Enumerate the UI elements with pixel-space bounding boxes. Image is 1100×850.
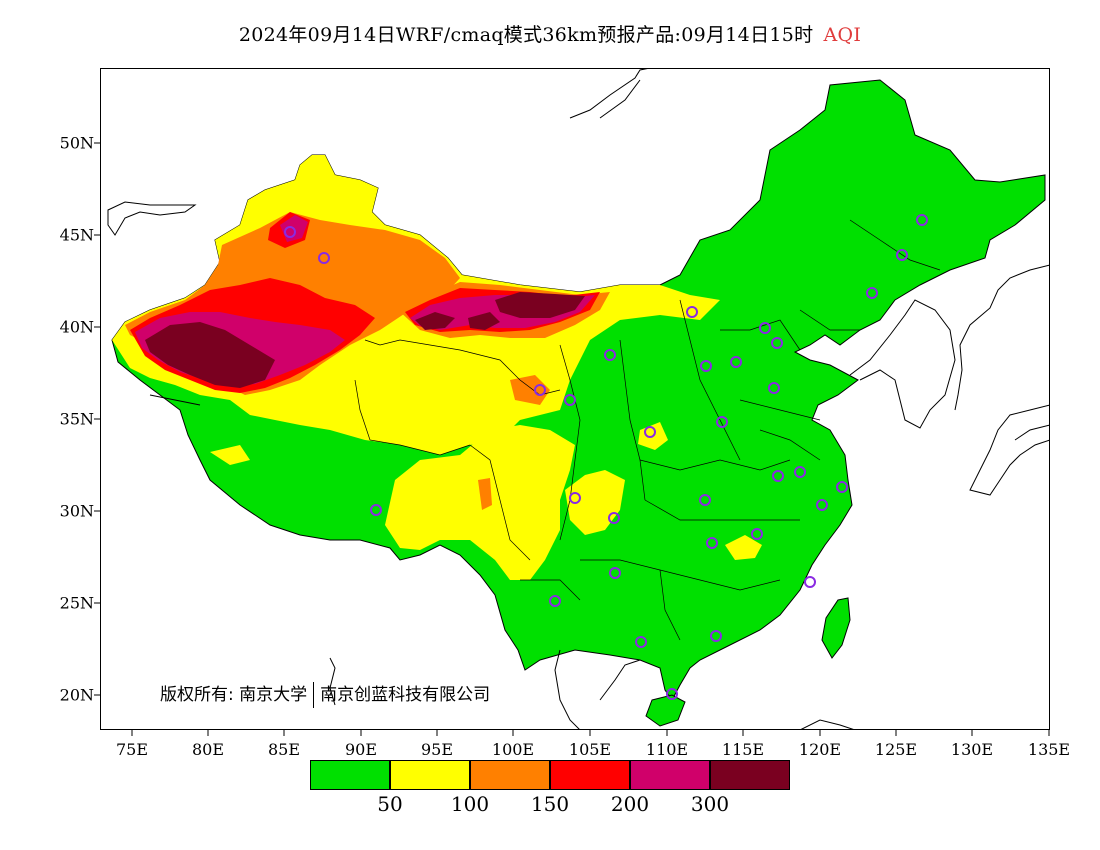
province-boundaries xyxy=(354,219,941,641)
station-circle-icon xyxy=(751,528,763,540)
station-circle-icon xyxy=(686,306,698,318)
lon-tick-label: 130E xyxy=(950,740,994,759)
station-circle-icon xyxy=(866,287,878,299)
station-circle-icon xyxy=(768,382,780,394)
station-circle-icon xyxy=(804,576,816,588)
lon-tick-label: 90E xyxy=(344,740,378,759)
station-circle-icon xyxy=(772,470,784,482)
aqi-zone-yellow-tibet xyxy=(210,445,250,465)
neighbor-coastlines xyxy=(107,68,1050,730)
station-circle-icon xyxy=(284,226,296,238)
lat-tick-label: 20N xyxy=(59,685,94,705)
lat-tick-label: 30N xyxy=(59,501,94,521)
station-circle-icon xyxy=(794,466,806,478)
station-circle-icon xyxy=(370,504,382,516)
legend-label: 50 xyxy=(377,792,403,816)
axis-ticks xyxy=(94,142,1050,736)
station-circle-icon xyxy=(549,595,561,607)
station-markers xyxy=(284,214,928,700)
legend-swatch-maroon xyxy=(710,760,790,790)
station-circle-icon xyxy=(644,426,656,438)
station-circle-icon xyxy=(836,481,848,493)
station-circle-icon xyxy=(318,252,330,264)
map-title: 2024年09月14日WRF/cmaq模式36km预报产品:09月14日15时 A… xyxy=(0,20,1100,47)
station-circle-icon xyxy=(608,512,620,524)
aqi-zone-yellow-small1 xyxy=(725,535,762,560)
aqi-zone-maroon-tarim xyxy=(145,322,275,388)
station-circle-icon xyxy=(700,360,712,372)
lat-tick-label: 25N xyxy=(59,593,94,613)
copyright-prefix: 版权所有: xyxy=(160,685,234,705)
station-circle-icon xyxy=(816,499,828,511)
copyright-divider xyxy=(313,682,315,708)
lat-tick-label: 35N xyxy=(59,409,94,429)
station-circle-icon xyxy=(759,322,771,334)
lon-tick-label: 75E xyxy=(115,740,149,759)
aqi-zone-maroon-gansu2 xyxy=(415,312,455,330)
station-circle-icon xyxy=(699,494,711,506)
aqi-zone-yellow-sichuan xyxy=(385,425,575,580)
aqi-zone-maroon-gansu1 xyxy=(495,292,585,318)
lon-tick-label: 120E xyxy=(798,740,842,759)
lon-tick-label: 110E xyxy=(645,740,689,759)
station-circle-icon xyxy=(666,688,678,700)
station-circle-icon xyxy=(604,349,616,361)
lon-tick-label: 80E xyxy=(191,740,225,759)
legend-label: 150 xyxy=(530,792,570,816)
title-main: 2024年09月14日WRF/cmaq模式36km预报产品:09月14日15时 xyxy=(238,24,814,46)
lon-tick-label: 105E xyxy=(568,740,612,759)
lon-tick-label: 85E xyxy=(267,740,301,759)
aqi-zone-orange-qinghai xyxy=(510,375,550,405)
station-circle-icon xyxy=(609,567,621,579)
title-variable: AQI xyxy=(823,24,862,46)
lon-tick-label: 135E xyxy=(1027,740,1071,759)
lon-tick-label: 100E xyxy=(491,740,535,759)
legend-swatch-yellow xyxy=(390,760,470,790)
station-circle-icon xyxy=(771,337,783,349)
legend-swatch-green xyxy=(310,760,390,790)
lon-tick-label: 115E xyxy=(721,740,765,759)
legend-swatch-magenta xyxy=(630,760,710,790)
map-frame xyxy=(100,68,1050,730)
legend-label: 200 xyxy=(610,792,650,816)
lon-tick-label: 125E xyxy=(874,740,918,759)
station-circle-icon xyxy=(716,416,728,428)
copyright-org-cl: 南京创蓝科技有限公司 xyxy=(320,685,491,705)
station-circle-icon xyxy=(569,492,581,504)
taiwan-island xyxy=(821,597,851,659)
station-circle-icon xyxy=(534,384,546,396)
legend-swatch-orange xyxy=(470,760,550,790)
station-circle-icon xyxy=(706,537,718,549)
station-circle-icon xyxy=(730,356,742,368)
lat-tick-label: 40N xyxy=(59,317,94,337)
station-circle-icon xyxy=(896,249,908,261)
copyright-org-nju: 南京大学 xyxy=(239,685,308,705)
aqi-zone-orange-spot xyxy=(478,478,492,510)
lon-tick-label: 95E xyxy=(420,740,454,759)
legend-label: 300 xyxy=(690,792,730,816)
lat-tick-label: 50N xyxy=(59,133,94,153)
station-circle-icon xyxy=(916,214,928,226)
station-circle-icon xyxy=(635,636,647,648)
hainan-island xyxy=(645,694,686,727)
copyright-notice: 版权所有: 南京大学 南京创蓝科技有限公司 xyxy=(160,680,490,708)
lat-tick-label: 45N xyxy=(59,225,94,245)
station-circle-icon xyxy=(710,630,722,642)
legend-label: 100 xyxy=(450,792,490,816)
station-circle-icon xyxy=(564,394,576,406)
legend-swatch-red xyxy=(550,760,630,790)
aqi-zone-maroon-gansu3 xyxy=(468,312,500,330)
